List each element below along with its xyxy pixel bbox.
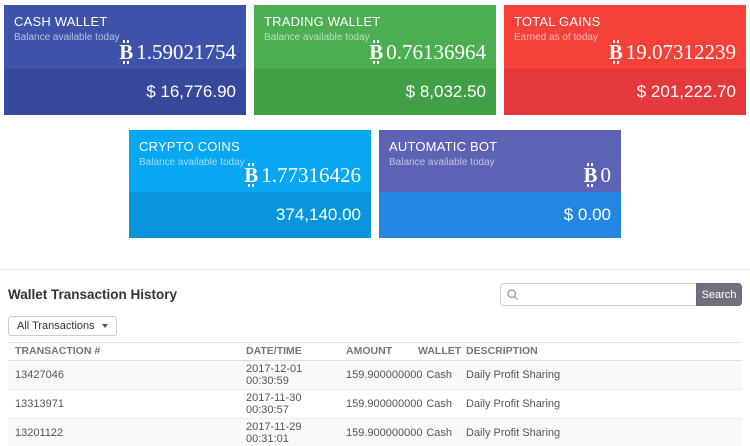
column-header-date-time[interactable]: DATE/TIME <box>239 342 339 361</box>
fiat-value: 374,140.00 <box>275 205 361 224</box>
card-total-gains: TOTAL GAINS Earned as of today B 19.0731223… <box>504 5 746 115</box>
fiat-value: $ 8,032.50 <box>405 82 486 101</box>
card-footer: $ 16,776.90 <box>4 69 246 115</box>
cell-transaction-: 13201122 <box>8 418 239 446</box>
cell-date-time: 2017-11-29 00:31:01 <box>239 418 339 446</box>
cell-amount: 159.900000000 <box>339 389 422 419</box>
btc-icon: B <box>244 163 259 187</box>
card-footer: $ 0.00 <box>379 192 621 238</box>
card-subtitle: Balance available today <box>264 32 370 43</box>
fiat-value: $ 201,222.70 <box>636 82 736 101</box>
card-footer: 374,140.00 <box>129 192 371 238</box>
card-top-total-gains: TOTAL GAINS Earned as of today B 19.0731223… <box>504 5 746 69</box>
search-icon <box>506 288 519 301</box>
fiat-value: $ 0.00 <box>563 205 611 224</box>
btc-value: 19.07312239 <box>625 40 736 64</box>
card-subtitle: Balance available today <box>389 157 495 168</box>
cell-description: Daily Profit Sharing <box>459 418 742 446</box>
card-title: TOTAL GAINS <box>514 14 601 29</box>
column-header-amount[interactable]: AMOUNT <box>339 342 411 361</box>
card-title: CRYPTO COINS <box>139 139 240 154</box>
btc-value: 0 <box>600 163 612 187</box>
page-title: Wallet Transaction History <box>8 287 178 302</box>
cell-transaction-: 13313971 <box>8 389 239 419</box>
column-header-transaction-[interactable]: TRANSACTION # <box>8 342 239 361</box>
btc-value: 1.77316426 <box>261 163 361 187</box>
card-trading-wallet: TRADING WALLET Balance available today B 0.… <box>254 5 496 115</box>
column-header-description[interactable]: DESCRIPTION <box>459 342 742 361</box>
search-input[interactable] <box>500 283 696 306</box>
table-row: 13313971 2017-11-30 00:30:57 159.900000000… <box>8 389 742 419</box>
cell-description: Daily Profit Sharing <box>459 389 742 419</box>
chevron-down-icon <box>101 324 108 328</box>
btc-value: 1.59021754 <box>136 40 236 64</box>
card-subtitle: Balance available today <box>14 32 120 43</box>
card-title: AUTOMATIC BOT <box>389 139 498 154</box>
cell-transaction-: 13427046 <box>15 369 64 381</box>
wallet-cards-row-top: CASH WALLET Balance available today B 1.590… <box>0 0 750 115</box>
search-button[interactable]: Search <box>696 283 742 306</box>
transaction-history-section: Wallet Transaction History Search All Tr… <box>0 283 750 446</box>
card-top-automatic-bot: AUTOMATIC BOT Balance available today B 0 <box>379 130 621 192</box>
card-automatic-bot: AUTOMATIC BOT Balance available today B 0 $ … <box>379 130 621 238</box>
section-divider <box>0 269 750 270</box>
table-header-row: TRANSACTION # DATE/TIME AMOUNT WALLET DESCRI… <box>8 342 742 361</box>
btc-amount: B 19.07312239 <box>609 40 736 65</box>
card-top-trading-wallet: TRADING WALLET Balance available today B 0.… <box>254 5 496 69</box>
transactions-filter-dropdown[interactable]: All Transactions <box>8 316 117 336</box>
btc-icon: B <box>369 40 384 64</box>
table-row: 13427046 2017-12-01 00:30:59 159.900000000… <box>8 360 742 390</box>
btc-amount: B 1.59021754 <box>119 40 236 65</box>
filter-label: All Transactions <box>17 320 95 332</box>
search-group: Search <box>500 283 742 306</box>
card-crypto-coins: CRYPTO COINS Balance available today B 1.77… <box>129 130 371 238</box>
cell-date-time: 2017-12-01 00:30:59 <box>246 363 303 387</box>
card-top-cash-wallet: CASH WALLET Balance available today B 1.590… <box>4 5 246 69</box>
table-row: 13201122 2017-11-29 00:31:01 159.900000000… <box>8 418 742 446</box>
cell-amount: 159.900000000 <box>346 369 423 381</box>
transactions-table: TRANSACTION # DATE/TIME AMOUNT WALLET DESCRI… <box>8 342 742 446</box>
btc-amount: B 1.77316426 <box>244 163 361 188</box>
card-footer: $ 8,032.50 <box>254 69 496 115</box>
cell-wallet: Cash <box>411 389 459 419</box>
card-footer: $ 201,222.70 <box>504 69 746 115</box>
cell-date-time: 2017-11-30 00:30:57 <box>239 389 339 419</box>
btc-icon: B <box>608 40 623 64</box>
card-subtitle: Balance available today <box>139 157 245 168</box>
column-header-wallet[interactable]: WALLET <box>411 342 461 361</box>
fiat-value: $ 16,776.90 <box>146 82 236 101</box>
cell-wallet: Cash <box>411 418 459 446</box>
btc-amount: B 0.76136964 <box>369 40 486 65</box>
card-title: CASH WALLET <box>14 14 108 29</box>
history-header: Wallet Transaction History Search <box>8 283 742 306</box>
card-cash-wallet: CASH WALLET Balance available today B 1.590… <box>4 5 246 115</box>
wallet-cards-row-bottom: CRYPTO COINS Balance available today B 1.77… <box>0 130 750 238</box>
card-top-crypto-coins: CRYPTO COINS Balance available today B 1.77… <box>129 130 371 192</box>
cell-amount: 159.900000000 <box>339 418 422 446</box>
card-title: TRADING WALLET <box>264 14 381 29</box>
btc-icon: B <box>119 40 134 64</box>
cell-description: Daily Profit Sharing <box>466 369 561 381</box>
btc-icon: B <box>583 163 598 187</box>
btc-value: 0.76136964 <box>386 40 486 64</box>
card-subtitle: Earned as of today <box>514 32 598 43</box>
cell-wallet: Cash <box>426 369 452 381</box>
